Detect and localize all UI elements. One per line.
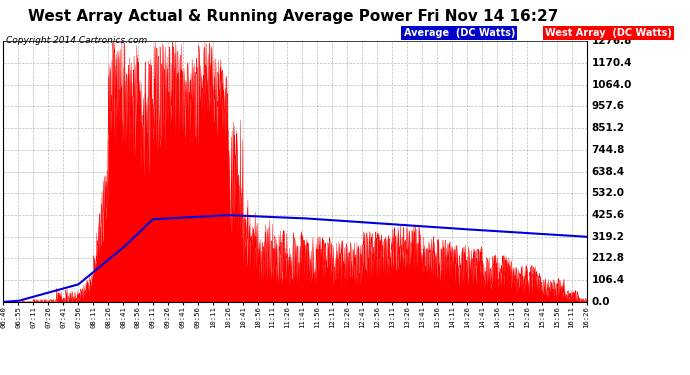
Text: Average  (DC Watts): Average (DC Watts) bbox=[404, 28, 515, 38]
Text: 1170.4: 1170.4 bbox=[591, 58, 632, 68]
Text: 638.4: 638.4 bbox=[591, 166, 624, 177]
Text: 957.6: 957.6 bbox=[591, 101, 624, 111]
Text: West Array Actual & Running Average Power Fri Nov 14 16:27: West Array Actual & Running Average Powe… bbox=[28, 9, 558, 24]
Text: Copyright 2014 Cartronics.com: Copyright 2014 Cartronics.com bbox=[6, 36, 147, 45]
Text: 532.0: 532.0 bbox=[591, 188, 624, 198]
Text: 851.2: 851.2 bbox=[591, 123, 624, 133]
Text: 1276.8: 1276.8 bbox=[591, 36, 632, 46]
Text: 744.8: 744.8 bbox=[591, 145, 624, 155]
Text: 1064.0: 1064.0 bbox=[591, 80, 632, 90]
Text: West Array  (DC Watts): West Array (DC Watts) bbox=[545, 28, 672, 38]
Text: 106.4: 106.4 bbox=[591, 275, 624, 285]
Text: 0.0: 0.0 bbox=[591, 297, 610, 307]
Text: 212.8: 212.8 bbox=[591, 254, 624, 263]
Text: 425.6: 425.6 bbox=[591, 210, 624, 220]
Text: 319.2: 319.2 bbox=[591, 232, 624, 242]
